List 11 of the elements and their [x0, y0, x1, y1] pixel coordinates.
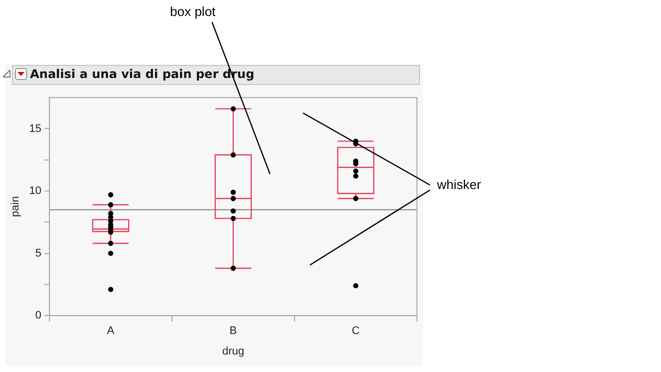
x-tick-label: B	[230, 325, 237, 338]
text: whisker	[437, 177, 482, 192]
x-tick-label: C	[352, 325, 360, 338]
text: box plot	[170, 4, 216, 19]
y-axis-title: pain	[10, 196, 22, 217]
y-tick-label: 15	[29, 122, 42, 135]
x-axis-title: drug	[222, 345, 244, 358]
x-tick-label: A	[107, 325, 116, 338]
y-tick-label: 10	[29, 185, 42, 198]
y-tick-label: 0	[35, 310, 42, 322]
y-tick-label: 5	[35, 247, 42, 260]
